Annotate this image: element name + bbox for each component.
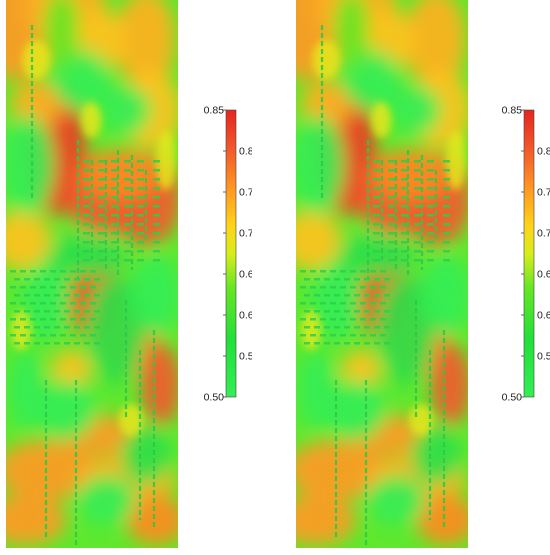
colorbar-tick-label: 0.70 [239,228,252,240]
heatmap-field-right [296,0,468,548]
colorbar-tick-label: 0.55 [239,351,252,363]
colorbar-tick-label: 0.70 [537,228,550,240]
colorbar-tick-label: 0.50 [204,392,225,404]
colorbar-tick-label: 0.65 [537,269,550,281]
colorbar-tick-label: 0.80 [537,146,550,158]
colorbar-tick-label: 0.55 [537,351,550,363]
colorbar-gradient [225,109,237,398]
colorbar-tick-label: 0.50 [502,392,523,404]
colorbar-left: 0.50 0.55 0.60 0.65 0.70 0.75 0.80 0.85 [204,105,252,404]
heatmap-field-left [6,0,178,548]
colorbar-gradient [523,109,535,398]
colorbar-tick-label: 0.80 [239,146,252,158]
colorbar-tick-label: 0.65 [239,269,252,281]
colorbar-tick-label: 0.60 [537,310,550,322]
colorbar-tick-label: 0.75 [537,187,550,199]
colorbar-tick-label: 0.85 [502,105,523,117]
colorbar-tick-label: 0.60 [239,310,252,322]
colorbar-tick-label: 0.85 [204,105,225,117]
colorbar-right: 0.50 0.55 0.60 0.65 0.70 0.75 0.80 0.85 [502,105,550,404]
colorbar-tick-label: 0.75 [239,187,252,199]
